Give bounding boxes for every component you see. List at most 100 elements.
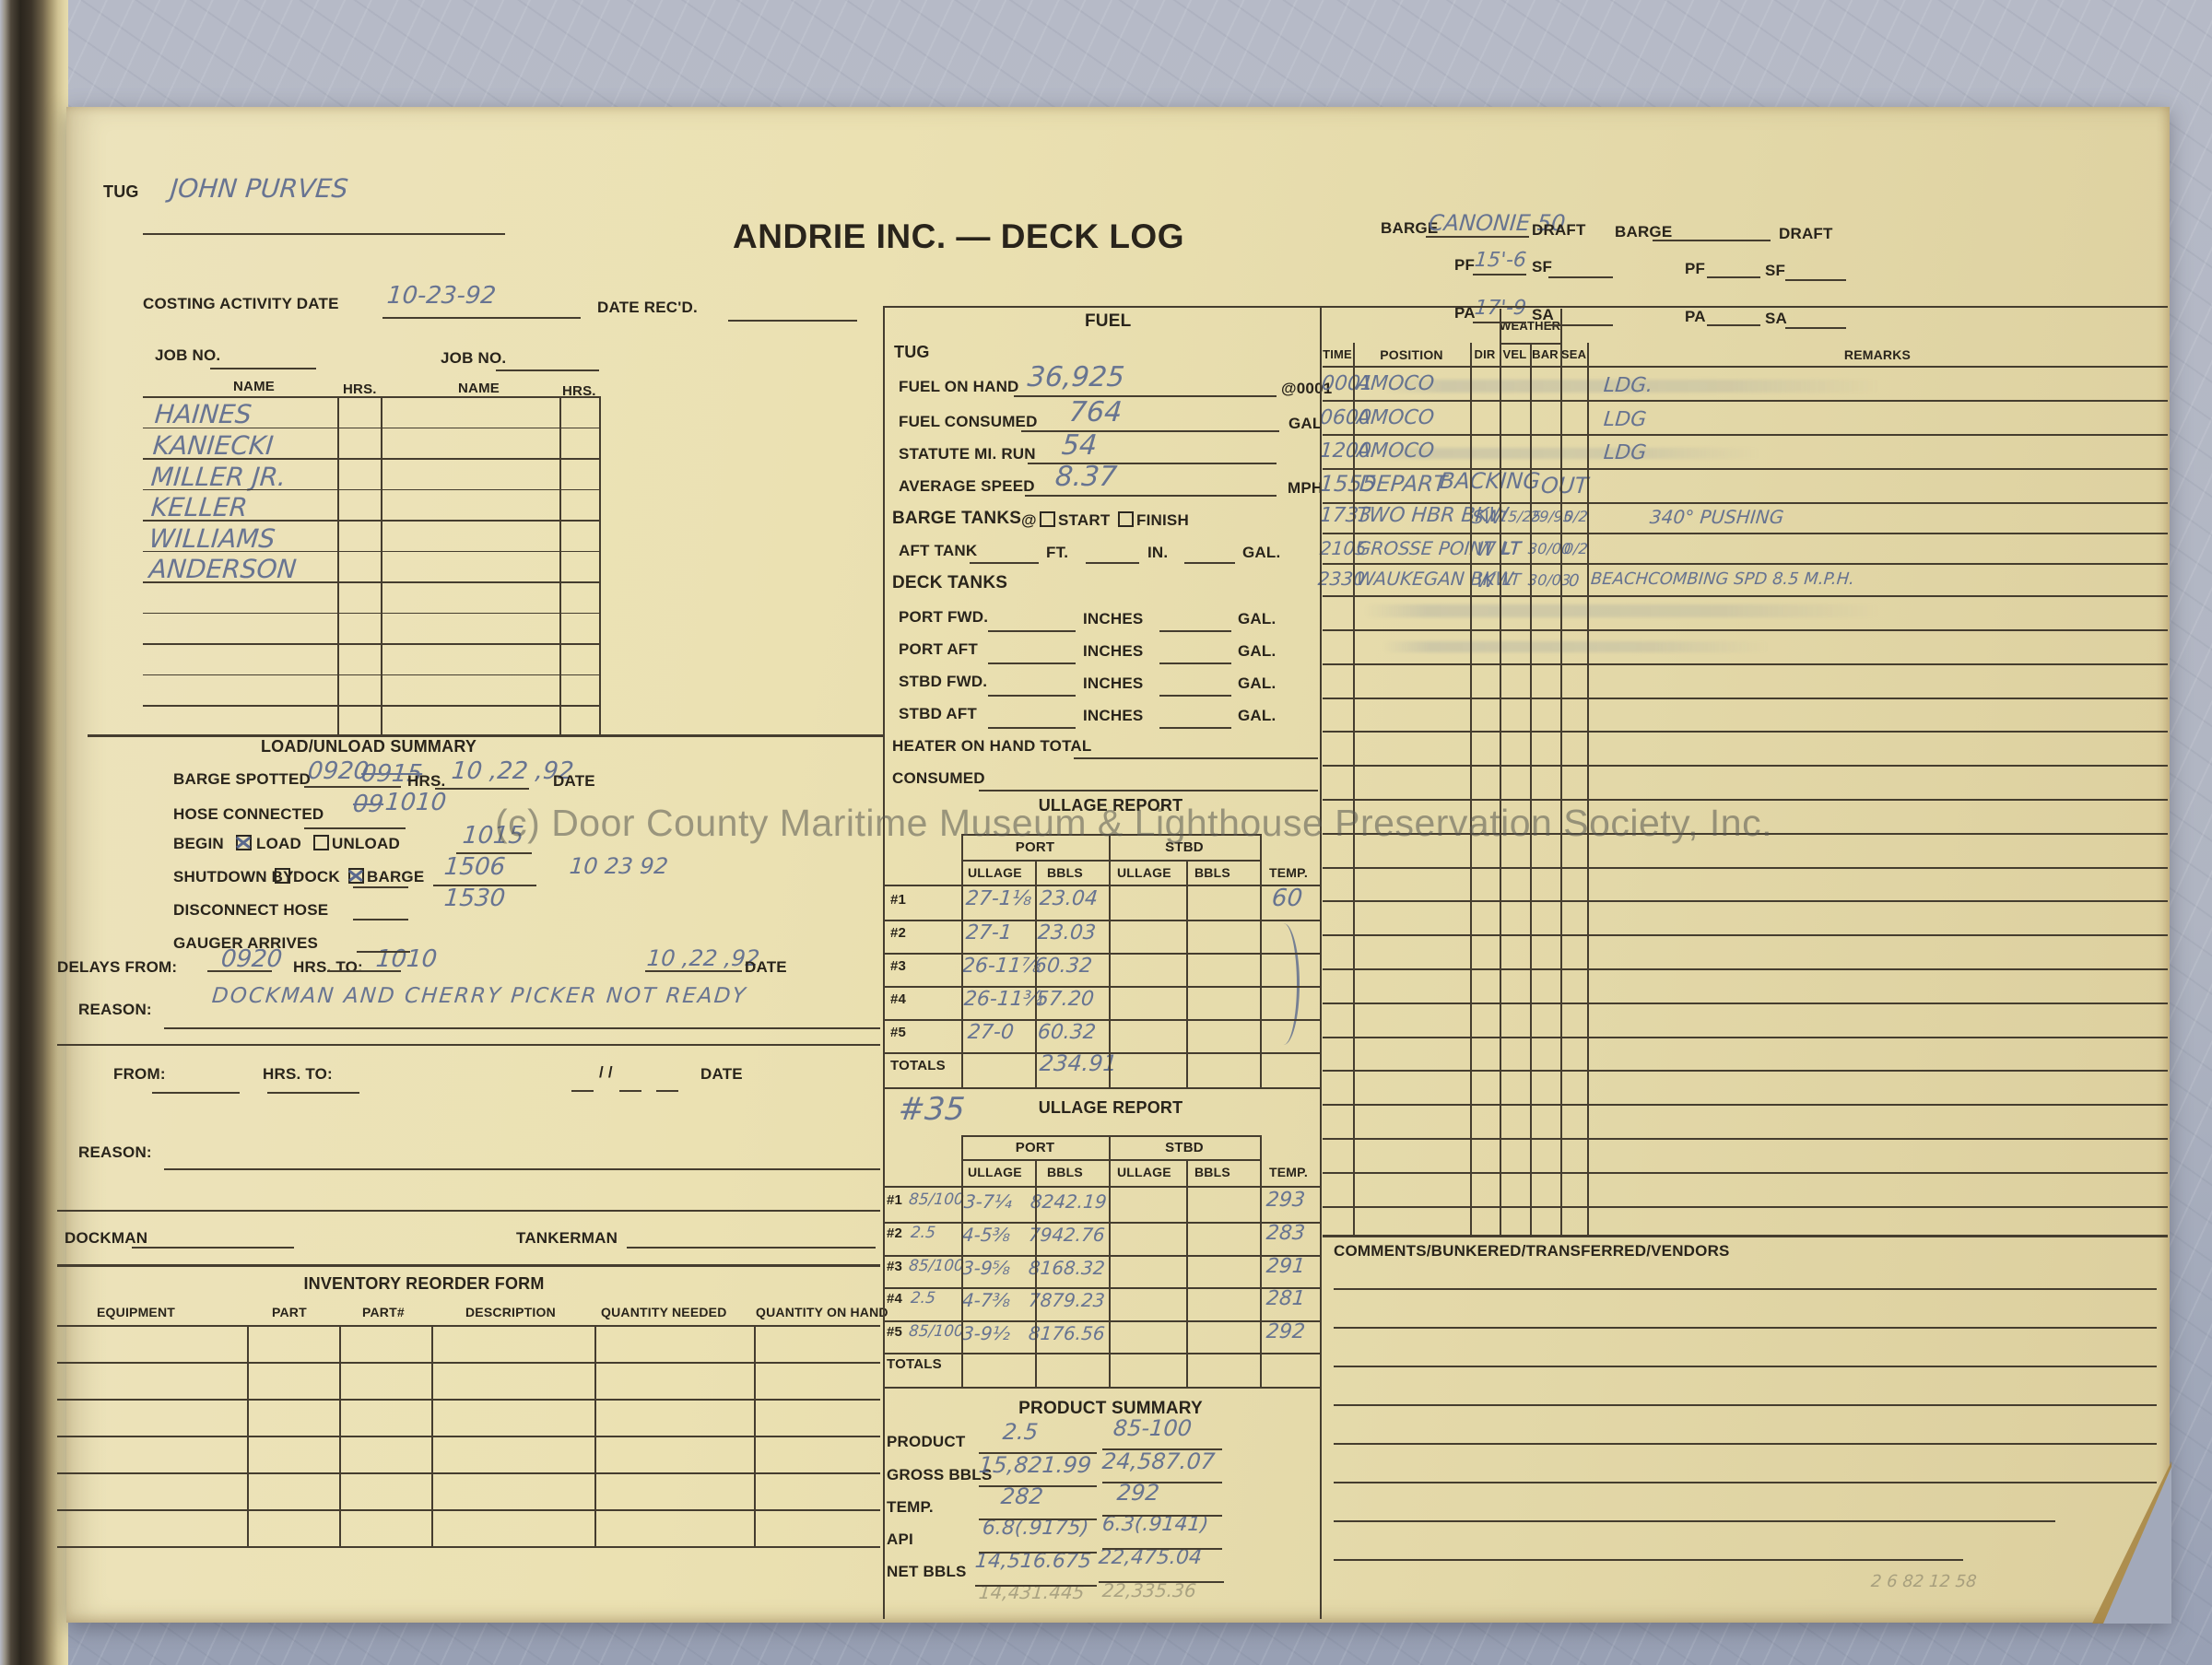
product-summary-title: PRODUCT SUMMARY xyxy=(1018,1399,1203,1418)
statute-value: 54 xyxy=(1060,429,1099,462)
rule-line xyxy=(357,951,410,953)
gal-label: GAL. xyxy=(1238,642,1277,660)
rule-line xyxy=(304,786,401,788)
row-label: #2 xyxy=(890,925,907,941)
rule-line xyxy=(970,562,1039,564)
port-aft-label: PORT AFT xyxy=(899,640,978,658)
barge1-label: BARGE xyxy=(1381,219,1439,237)
row-product: 2.5 xyxy=(910,1224,936,1242)
rule-line xyxy=(1707,276,1760,278)
rule-line xyxy=(1323,833,2168,835)
inches-label: INCHES xyxy=(1083,707,1144,724)
disconnect-label: DISCONNECT HOSE xyxy=(173,901,329,919)
rule-line xyxy=(1323,968,2168,970)
time-header: TIME xyxy=(1323,347,1352,361)
temp-value: 292 xyxy=(1265,1320,1307,1343)
bbls-value: 7942.76 xyxy=(1027,1224,1106,1246)
rule-line xyxy=(1323,563,2168,565)
rule-line xyxy=(1653,240,1771,241)
rule-line xyxy=(57,1509,880,1511)
rule-line xyxy=(571,1090,594,1092)
rule-line-vertical xyxy=(1587,343,1589,1235)
bbls-value: 23.04 xyxy=(1038,887,1100,910)
row-label: #1 xyxy=(887,1192,903,1208)
rule-line xyxy=(1707,324,1760,326)
rule-line-vertical xyxy=(1109,834,1111,1087)
rule-line xyxy=(143,488,599,491)
log-sea: 0/2 xyxy=(1563,508,1589,525)
bbls-value: 7879.23 xyxy=(1027,1289,1106,1311)
gal2-label: GAL. xyxy=(1242,544,1281,561)
fuel-tug-label: TUG xyxy=(894,343,930,361)
ullage1-total: 234.91 xyxy=(1038,1050,1119,1076)
finish-label: FINISH xyxy=(1136,511,1189,529)
heater-label: HEATER ON HAND TOTAL xyxy=(892,737,1092,755)
rule-line-vertical xyxy=(337,396,339,736)
rule-line xyxy=(961,860,1260,862)
net-1: 14,516.675 xyxy=(973,1550,1093,1573)
crew-name: KELLER xyxy=(149,492,249,522)
ullage1-title: ULLAGE REPORT xyxy=(1038,796,1183,815)
row-label: #3 xyxy=(887,1259,903,1274)
totals-label: TOTALS xyxy=(887,1356,942,1372)
reason-label: REASON: xyxy=(78,1001,152,1018)
delays-from-value: 0920 xyxy=(219,945,284,973)
rule-line xyxy=(1323,1070,2168,1072)
rule-line xyxy=(979,1518,1097,1520)
rule-line-vertical xyxy=(1035,860,1037,1087)
tug-value: JOHN PURVES xyxy=(169,173,350,204)
reason-value: DOCKMAN AND CHERRY PICKER NOT READY xyxy=(210,984,748,1008)
rule-line xyxy=(979,1485,1097,1487)
temp-value: 291 xyxy=(1265,1255,1307,1278)
rule-line xyxy=(1323,595,2168,597)
rule-line xyxy=(1323,663,2168,665)
ullage-value: 3-9½ xyxy=(960,1322,1012,1344)
rule-line xyxy=(1323,765,2168,767)
barge2-pa-label: PA xyxy=(1685,308,1706,325)
rule-line xyxy=(1323,1003,2168,1004)
rule-line-vertical xyxy=(1186,1159,1188,1387)
row-label: #4 xyxy=(890,991,907,1007)
rule-line xyxy=(1323,1235,2168,1237)
bbls-value: 8176.56 xyxy=(1027,1322,1106,1344)
rule-line-vertical xyxy=(339,1325,341,1546)
rule-line xyxy=(885,1019,1320,1021)
rule-line xyxy=(988,630,1076,632)
rule-line xyxy=(353,919,408,920)
rule-line xyxy=(1102,1448,1222,1450)
bbls-value: 60.32 xyxy=(1036,1021,1098,1044)
ullage2-bbls-h2: BBLS xyxy=(1194,1165,1230,1179)
barge2-draft-label: DRAFT xyxy=(1779,225,1833,242)
rule-line-vertical xyxy=(754,1325,756,1546)
bar-header: BAR xyxy=(1532,347,1559,361)
rule-line xyxy=(885,1186,1320,1188)
barge1-pf-label: PF xyxy=(1454,256,1476,274)
bbls-value: 60.32 xyxy=(1032,955,1094,978)
rule-line-vertical xyxy=(1470,343,1472,1235)
crew-name: ANDERSON xyxy=(147,554,299,584)
barge2-sf-label: SF xyxy=(1765,262,1786,279)
costing-value: 10-23-92 xyxy=(385,282,498,310)
date-label: DATE xyxy=(553,772,595,790)
rule-line xyxy=(1785,327,1846,329)
crew-name: HAINES xyxy=(153,399,253,429)
row-product: 85/100 xyxy=(908,1190,965,1209)
shutdown-value: 1506 xyxy=(442,853,507,881)
barge-tanks-label: BARGE TANKS xyxy=(892,509,1022,528)
rule-line xyxy=(1334,1482,2157,1483)
gauger-label: GAUGER ARRIVES xyxy=(173,934,319,952)
position-header: POSITION xyxy=(1380,347,1443,362)
rule-line xyxy=(885,1287,1320,1289)
log-dir: W xyxy=(1475,538,1496,560)
rule-line xyxy=(1334,1404,2157,1406)
start-label: START xyxy=(1058,511,1111,529)
begin-label: BEGIN xyxy=(173,835,224,852)
row-product: 2.5 xyxy=(910,1289,936,1307)
gross-label: GROSS BBLS xyxy=(887,1466,993,1483)
bleed-through xyxy=(1382,641,1770,652)
api-label: API xyxy=(887,1530,913,1548)
rule-line xyxy=(885,1320,1320,1322)
temp-value: 281 xyxy=(1265,1287,1307,1310)
rule-line xyxy=(979,1552,1097,1554)
ullage-value: 3-9⅝ xyxy=(960,1257,1012,1279)
